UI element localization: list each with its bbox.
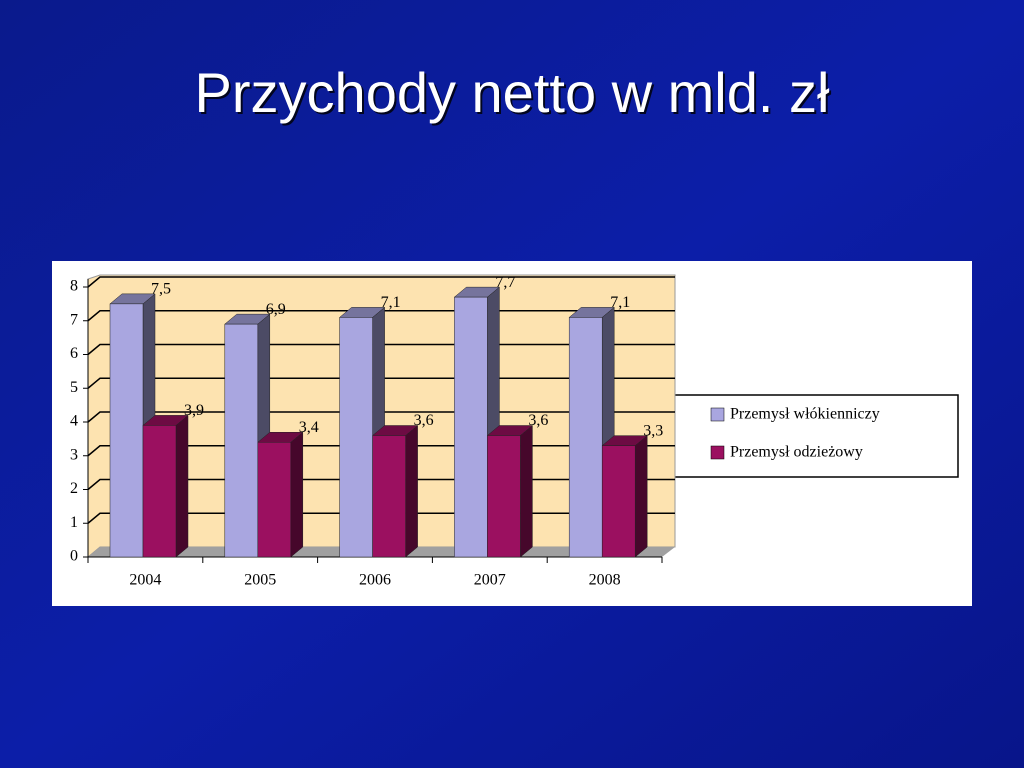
bar-side [175, 414, 189, 558]
bar-side [405, 424, 418, 558]
bar-side [290, 431, 304, 558]
value-label: 7,1 [381, 294, 401, 311]
y-tick-label: 5 [70, 379, 78, 396]
bar-side [634, 435, 648, 558]
bar [372, 435, 406, 558]
y-tick-label: 2 [70, 480, 78, 497]
legend-label: Przemysł odzieżowy [730, 444, 863, 461]
y-tick-label: 6 [70, 345, 78, 362]
bar [339, 317, 373, 558]
y-tick-label: 3 [70, 446, 78, 463]
bar [568, 317, 603, 558]
legend-swatch [710, 445, 725, 460]
bar [224, 323, 259, 558]
value-label: 3,6 [414, 412, 434, 429]
bar [257, 442, 292, 558]
chart-title: Przychody netto w mld. zł [195, 61, 830, 124]
value-label: 6,9 [266, 301, 286, 318]
y-tick-label: 4 [70, 413, 78, 430]
title-shadow: Przychody netto w mld. zł [197, 63, 832, 126]
y-tick-label: 8 [70, 278, 78, 295]
y-tick-label: 7 [70, 311, 78, 328]
x-tick-label: 2005 [244, 572, 276, 589]
bar [601, 445, 636, 558]
y-tick-label: 1 [70, 514, 78, 531]
value-label: 3,4 [299, 419, 319, 436]
x-tick-label: 2004 [129, 572, 161, 589]
x-tick-label: 2007 [474, 572, 506, 589]
value-label: 3,3 [643, 422, 663, 439]
legend-label: Przemysł włókienniczy [730, 406, 880, 423]
bar [454, 296, 488, 558]
bar [487, 435, 521, 558]
bar [142, 425, 177, 558]
value-label: 3,6 [528, 412, 548, 429]
value-label: 7,1 [610, 294, 630, 311]
x-tick-label: 2008 [589, 572, 621, 589]
bar [109, 303, 144, 558]
legend-swatch [710, 407, 725, 422]
x-tick-label: 2006 [359, 572, 391, 589]
value-label: 3,9 [184, 402, 204, 419]
bar-side [520, 424, 533, 558]
y-tick-label: 0 [70, 548, 78, 565]
grid-line [87, 276, 675, 288]
value-label: 7,5 [151, 281, 171, 298]
value-label: 7,7 [495, 274, 515, 291]
